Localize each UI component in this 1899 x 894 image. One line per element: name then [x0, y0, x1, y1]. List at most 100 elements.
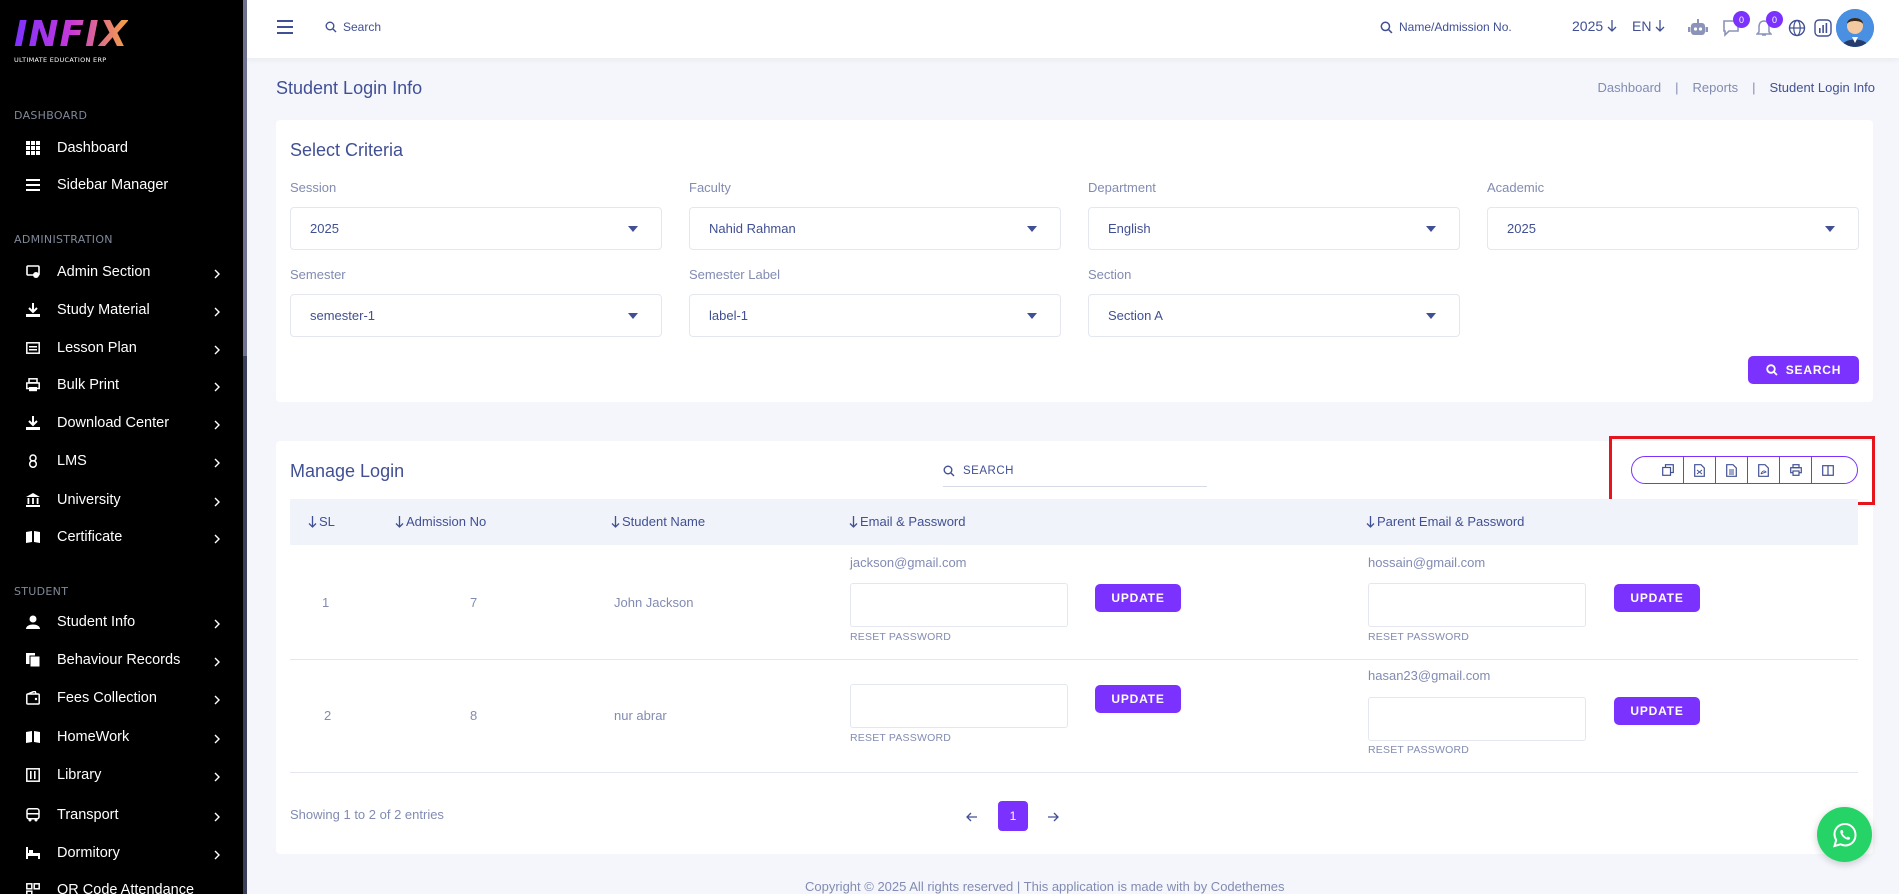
search-button[interactable]: SEARCH — [1748, 356, 1859, 384]
prev-page-icon[interactable] — [966, 808, 978, 827]
sidebar-item-dashboard[interactable]: Dashboard — [0, 133, 243, 163]
update-label: UPDATE — [1111, 692, 1165, 706]
semester-label-value: label-1 — [709, 308, 749, 323]
row-divider — [290, 659, 1858, 660]
session-label: Session — [290, 180, 337, 195]
sidebar-item-library[interactable]: Library — [0, 760, 243, 790]
sidebar-scrollbar[interactable] — [243, 0, 247, 894]
sidebar-item-sidebar-manager[interactable]: Sidebar Manager — [0, 170, 243, 200]
column-header-email-password[interactable]: Email & Password — [849, 514, 965, 529]
academic-select[interactable]: 2025 — [1487, 207, 1859, 250]
sidebar-item-university[interactable]: University — [0, 485, 243, 515]
academic-label: Academic — [1487, 180, 1545, 195]
sidebar-item-fees-collection[interactable]: Fees Collection — [0, 683, 243, 713]
sidebar-item-label: Sidebar Manager — [57, 177, 169, 193]
sidebar-item-homework[interactable]: HomeWork — [0, 722, 243, 752]
language-selector[interactable]: EN — [1632, 18, 1665, 34]
sidebar-item-lesson-plan[interactable]: Lesson Plan — [0, 333, 243, 363]
chevron-right-icon — [213, 378, 221, 397]
sidebar-item-label: Transport — [57, 807, 119, 823]
parent-password-input[interactable] — [1368, 697, 1586, 741]
qr-icon — [25, 882, 41, 894]
chevron-right-icon — [213, 265, 221, 284]
stats-icon[interactable] — [1812, 17, 1834, 39]
academic-value: 2025 — [1507, 221, 1536, 236]
menu-toggle-icon[interactable] — [277, 20, 293, 34]
admin-icon — [25, 264, 41, 280]
logo[interactable]: INFIX ULTIMATE EDUCATION ERP — [14, 16, 128, 65]
reset-password-hint: RESET PASSWORD — [1368, 744, 1470, 756]
semester-label-label: Semester Label — [689, 267, 781, 282]
cell-student-name: nur abrar — [614, 708, 667, 723]
breadcrumb-reports[interactable]: Reports — [1692, 80, 1739, 95]
chat-icon[interactable]: 0 — [1720, 11, 1750, 39]
department-select[interactable]: English — [1088, 207, 1460, 250]
column-header-sl[interactable]: SL — [308, 514, 335, 529]
student-password-input[interactable] — [850, 583, 1068, 627]
sidebar-item-label: QR Code Attendance — [57, 882, 195, 894]
year-selector[interactable]: 2025 — [1572, 18, 1617, 34]
caret-down-icon — [1027, 226, 1037, 232]
sidebar-item-lms[interactable]: LMS — [0, 446, 243, 476]
sidebar-item-label: Behaviour Records — [57, 652, 181, 668]
globe-icon[interactable] — [1786, 17, 1808, 39]
update-parent-button[interactable]: UPDATE — [1614, 697, 1700, 725]
columns-button[interactable] — [1812, 457, 1844, 483]
copy-button[interactable] — [1652, 457, 1684, 483]
caret-down-icon — [1426, 313, 1436, 319]
avatar[interactable] — [1836, 9, 1874, 47]
session-select[interactable]: 2025 — [290, 207, 662, 250]
faculty-select[interactable]: Nahid Rahman — [689, 207, 1061, 250]
sidebar-item-transport[interactable]: Transport — [0, 800, 243, 830]
column-header-admission-no[interactable]: Admission No — [395, 514, 486, 529]
update-parent-button[interactable]: UPDATE — [1614, 584, 1700, 612]
sidebar-item-qr-code-attendance[interactable]: QR Code Attendance — [0, 875, 243, 894]
print-button[interactable] — [1780, 457, 1812, 483]
sidebar-item-student-info[interactable]: Student Info — [0, 607, 243, 637]
excel-button[interactable] — [1716, 457, 1748, 483]
student-search-label: Name/Admission No. — [1399, 20, 1512, 34]
column-label: Student Name — [622, 514, 706, 529]
student-search[interactable]: Name/Admission No. — [1380, 20, 1512, 34]
column-header-parent-email-password[interactable]: Parent Email & Password — [1366, 514, 1524, 529]
semester-label-select[interactable]: label-1 — [689, 294, 1061, 337]
session-value: 2025 — [310, 221, 339, 236]
next-page-icon[interactable] — [1047, 808, 1059, 827]
cell-admission-no: 8 — [470, 708, 478, 723]
notification-badge: 0 — [1766, 11, 1783, 28]
page-title: Student Login Info — [276, 78, 423, 98]
table-search-input[interactable]: SEARCH — [943, 455, 1207, 487]
sidebar-item-admin-section[interactable]: Admin Section — [0, 257, 243, 287]
semester-select[interactable]: semester-1 — [290, 294, 662, 337]
page-1-button[interactable]: 1 — [998, 801, 1028, 831]
column-header-student-name[interactable]: Student Name — [611, 514, 705, 529]
parent-password-input[interactable] — [1368, 583, 1586, 627]
robot-icon[interactable] — [1687, 17, 1709, 39]
section-select[interactable]: Section A — [1088, 294, 1460, 337]
scrollbar-thumb[interactable] — [243, 0, 247, 356]
bell-icon[interactable]: 0 — [1753, 11, 1783, 39]
top-header: Search Name/Admission No. 2025 EN 0 0 — [247, 0, 1899, 58]
student-password-input[interactable] — [850, 684, 1068, 728]
update-student-button[interactable]: UPDATE — [1095, 685, 1181, 713]
update-student-button[interactable]: UPDATE — [1095, 584, 1181, 612]
pdf-button[interactable] — [1748, 457, 1780, 483]
csv-button[interactable] — [1684, 457, 1716, 483]
sidebar-item-certificate[interactable]: Certificate — [0, 522, 243, 552]
sidebar-item-dormitory[interactable]: Dormitory — [0, 838, 243, 868]
breadcrumb-dashboard[interactable]: Dashboard — [1597, 80, 1662, 95]
arrow-down-icon — [1655, 20, 1665, 32]
sidebar-item-download-center[interactable]: Download Center — [0, 408, 243, 438]
semester-label: Semester — [290, 267, 346, 282]
user-icon — [25, 614, 41, 630]
records-icon — [25, 652, 41, 668]
library-icon — [25, 767, 41, 783]
sidebar-item-bulk-print[interactable]: Bulk Print — [0, 370, 243, 400]
sidebar-item-behaviour-records[interactable]: Behaviour Records — [0, 645, 243, 675]
reset-password-hint: RESET PASSWORD — [1368, 631, 1470, 643]
cell-sl: 1 — [322, 595, 330, 610]
sidebar-item-study-material[interactable]: Study Material — [0, 295, 243, 325]
chevron-right-icon — [213, 303, 221, 322]
whatsapp-button[interactable] — [1817, 807, 1872, 862]
global-search[interactable]: Search — [325, 20, 381, 34]
